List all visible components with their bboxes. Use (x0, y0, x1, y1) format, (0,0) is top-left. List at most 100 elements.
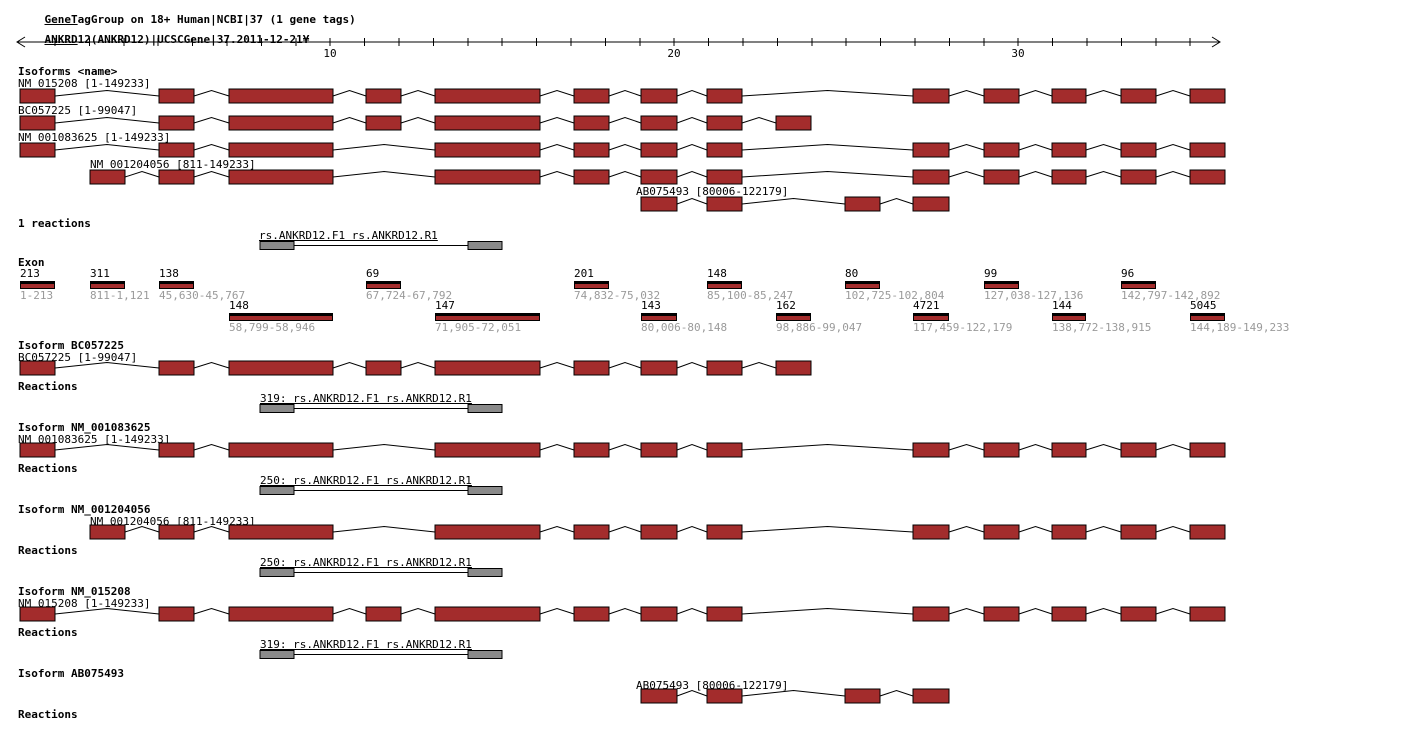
exon-box[interactable] (434, 606, 541, 622)
isoform-track-ab075493[interactable] (0, 688, 1240, 704)
exon-box[interactable] (983, 606, 1020, 622)
exon-box[interactable] (365, 606, 402, 622)
exon-box[interactable] (775, 360, 812, 376)
section-reaction-label[interactable]: 319: rs.ANKRD12.F1 rs.ANKRD12.R1 (260, 638, 472, 651)
exon-box[interactable] (706, 142, 743, 158)
exon-box[interactable] (573, 442, 610, 458)
exon-box[interactable] (1189, 606, 1226, 622)
isoform-track-nm-015208[interactable] (0, 606, 1240, 622)
reverse-primer-box[interactable] (467, 241, 503, 250)
reverse-primer-box[interactable] (467, 650, 503, 659)
exon-box[interactable] (912, 88, 950, 104)
exon-box[interactable] (706, 88, 743, 104)
exon-box[interactable] (1051, 169, 1087, 185)
exon-box[interactable] (1189, 442, 1226, 458)
exon-box[interactable] (434, 524, 541, 540)
exon-box[interactable] (706, 360, 743, 376)
reaction-primer-bar-bc057225[interactable] (0, 404, 1240, 414)
reaction-primer-bar-nm-001083625[interactable] (0, 486, 1240, 496)
exon-box[interactable] (1120, 524, 1157, 540)
exon-box[interactable] (1120, 442, 1157, 458)
exon-box[interactable] (573, 88, 610, 104)
isoform-track-bc057225[interactable] (0, 115, 1240, 131)
exon-box[interactable] (983, 442, 1020, 458)
exon-box[interactable] (228, 360, 334, 376)
forward-primer-box[interactable] (259, 486, 295, 495)
reverse-primer-box[interactable] (467, 568, 503, 577)
exon-box[interactable] (1120, 88, 1157, 104)
exon-box[interactable] (844, 196, 881, 212)
reverse-primer-box[interactable] (467, 486, 503, 495)
exon-box[interactable] (912, 524, 950, 540)
exon-box[interactable] (228, 442, 334, 458)
exon-box[interactable] (434, 88, 541, 104)
exon-box[interactable] (434, 360, 541, 376)
exon-box[interactable] (640, 524, 678, 540)
isoform-track-nm-001204056[interactable] (0, 169, 1240, 185)
exon-box[interactable] (912, 169, 950, 185)
exon-box[interactable] (706, 442, 743, 458)
exon-box[interactable] (158, 606, 195, 622)
exon-box[interactable] (1189, 524, 1226, 540)
exon-box[interactable] (158, 524, 195, 540)
exon-box[interactable] (1051, 524, 1087, 540)
exon-box[interactable] (1189, 169, 1226, 185)
exon-box[interactable] (228, 88, 334, 104)
forward-primer-box[interactable] (259, 241, 295, 250)
isoform-track-nm-001083625[interactable] (0, 442, 1240, 458)
exon-box[interactable] (158, 115, 195, 131)
exon-box[interactable] (912, 606, 950, 622)
exon-box[interactable] (1051, 142, 1087, 158)
exon-box[interactable] (640, 169, 678, 185)
exon-box[interactable] (573, 524, 610, 540)
exon-box[interactable] (434, 142, 541, 158)
forward-primer-box[interactable] (259, 568, 295, 577)
exon-box[interactable] (1189, 88, 1226, 104)
isoform-track-ab075493[interactable] (0, 196, 1240, 212)
exon-box[interactable] (573, 169, 610, 185)
exon-box[interactable] (158, 360, 195, 376)
exon-box[interactable] (912, 688, 950, 704)
exon-box[interactable] (983, 169, 1020, 185)
exon-box[interactable] (706, 606, 743, 622)
section-reaction-label[interactable]: 250: rs.ANKRD12.F1 rs.ANKRD12.R1 (260, 474, 472, 487)
exon-box[interactable] (640, 196, 678, 212)
exon-box[interactable] (573, 142, 610, 158)
isoform-track-nm-015208[interactable] (0, 88, 1240, 104)
exon-box[interactable] (1120, 606, 1157, 622)
exon-box[interactable] (89, 169, 126, 185)
exon-box[interactable] (19, 115, 56, 131)
exon-box[interactable] (983, 524, 1020, 540)
exon-box[interactable] (640, 115, 678, 131)
exon-box[interactable] (19, 360, 56, 376)
exon-box[interactable] (365, 88, 402, 104)
isoform-track-nm-001083625[interactable] (0, 142, 1240, 158)
exon-box[interactable] (89, 524, 126, 540)
exon-box[interactable] (573, 115, 610, 131)
gene-title-link[interactable]: ANKRD12(ANKRD12)|UCSCGene|37.2011-12-21¥ (18, 23, 310, 56)
exon-box[interactable] (19, 606, 56, 622)
exon-box[interactable] (228, 169, 334, 185)
exon-box[interactable] (573, 360, 610, 376)
exon-box[interactable] (228, 142, 334, 158)
exon-box[interactable] (706, 524, 743, 540)
exon-box[interactable] (158, 169, 195, 185)
section-reaction-label[interactable]: 319: rs.ANKRD12.F1 rs.ANKRD12.R1 (260, 392, 472, 405)
exon-box[interactable] (434, 169, 541, 185)
exon-box[interactable] (19, 88, 56, 104)
exon-box[interactable] (844, 688, 881, 704)
exon-box[interactable] (228, 606, 334, 622)
isoform-track-nm-001204056[interactable] (0, 524, 1240, 540)
exon-box[interactable] (1051, 442, 1087, 458)
forward-primer-box[interactable] (259, 404, 295, 413)
exon-box[interactable] (158, 142, 195, 158)
exon-box[interactable] (706, 196, 743, 212)
exon-box[interactable] (228, 524, 334, 540)
section-reaction-label[interactable]: 250: rs.ANKRD12.F1 rs.ANKRD12.R1 (260, 556, 472, 569)
reaction-primer-bar-overview[interactable] (0, 241, 1240, 251)
reaction-label-overview[interactable]: rs.ANKRD12.F1 rs.ANKRD12.R1 (259, 229, 438, 242)
exon-box[interactable] (1120, 169, 1157, 185)
exon-box[interactable] (1120, 142, 1157, 158)
forward-primer-box[interactable] (259, 650, 295, 659)
exon-box[interactable] (775, 115, 812, 131)
